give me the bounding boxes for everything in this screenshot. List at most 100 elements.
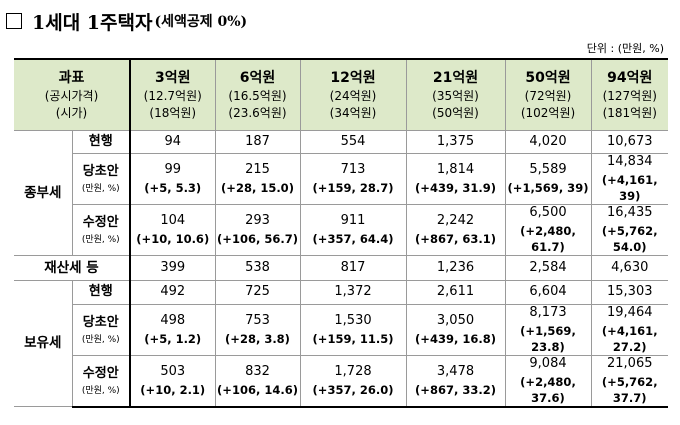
category-property-tax: 재산세 등	[14, 254, 131, 281]
table-cell: 14,834 (+4,161, 39)	[590, 152, 668, 205]
table-cell: 1,814 (+439, 31.9)	[405, 152, 506, 205]
table-cell: 19,464 (+4,161, 27.2)	[590, 303, 668, 356]
cell-change: (+28, 3.8)	[225, 331, 290, 346]
cell-value: 753	[245, 312, 270, 328]
row-label-text: 수정안	[82, 214, 119, 230]
header-label-taxbase: 과표	[58, 69, 85, 86]
cell-change: (+159, 11.5)	[312, 331, 394, 346]
table-cell: 1,530 (+159, 11.5)	[299, 303, 407, 356]
row-label-text: 당초안	[82, 314, 119, 330]
header-market: (34억원)	[329, 105, 377, 120]
row-label-current: 현행	[71, 129, 131, 154]
cell-value: 2,242	[436, 212, 475, 228]
table-cell: 2,584	[504, 254, 592, 281]
table-cell: 94	[129, 129, 216, 154]
header-taxbase: 12억원	[330, 69, 376, 86]
cell-change: (+106, 56.7)	[217, 231, 298, 246]
header-col: 3억원 (12.7억원) (18억원)	[129, 58, 216, 131]
cell-value: 8,173	[529, 304, 567, 320]
table-cell: 911 (+357, 64.4)	[299, 203, 407, 256]
header-taxbase: 50억원	[525, 69, 571, 86]
cell-value: 21,065	[607, 355, 653, 371]
table-cell: 492	[129, 279, 216, 305]
table-cell: 3,050 (+439, 16.8)	[405, 303, 506, 356]
row-label-unit: (만원, %)	[81, 183, 120, 194]
cell-value: 1,728	[334, 363, 372, 379]
table-row: 보유세 현행 492 725 1,372 2,611 6,604 15,303	[14, 279, 668, 407]
header-market: (181억원)	[602, 105, 657, 120]
cell-change: (+357, 26.0)	[312, 382, 394, 397]
header-col: 21억원 (35억원) (50억원)	[405, 58, 506, 131]
row-label-unit: (만원, %)	[81, 334, 120, 345]
cell-change: (+5, 1.2)	[144, 331, 202, 346]
table-cell: 1,728 (+357, 26.0)	[299, 354, 407, 408]
cell-change: (+28, 15.0)	[221, 180, 294, 195]
unit-label: 단위 : (만원, %)	[586, 42, 664, 55]
cell-change: (+159, 28.7)	[312, 180, 394, 195]
table-cell: 2,611	[405, 279, 506, 305]
cell-value: 3,478	[436, 363, 475, 379]
table-cell: 8,173 (+1,569, 23.8)	[504, 303, 592, 356]
table-cell: 4,020	[504, 129, 592, 154]
cell-value: 19,464	[607, 304, 653, 320]
title-sub: (세액공제 0%)	[154, 14, 248, 30]
cell-change: (+5, 5.3)	[144, 180, 202, 195]
cell-change: (+867, 33.2)	[415, 382, 496, 397]
row-label-text: 당초안	[82, 163, 119, 179]
row-label-text: 수정안	[82, 365, 119, 381]
header-official: (16.5억원)	[228, 88, 287, 103]
table-cell: 503 (+10, 2.1)	[129, 354, 216, 408]
header-market: (23.6억원)	[228, 105, 287, 120]
cell-value: 498	[160, 312, 186, 328]
header-label-market: (시가)	[55, 105, 88, 120]
header-market: (18억원)	[149, 105, 197, 120]
table-cell: 725	[214, 279, 301, 305]
cell-value: 16,435	[607, 204, 653, 220]
header-official: (12.7억원)	[143, 88, 202, 103]
row-label-current: 현행	[71, 279, 131, 305]
cell-change: (+4,161, 39)	[601, 172, 658, 203]
table-cell: 5,589 (+1,569, 39)	[504, 152, 592, 205]
cell-value: 911	[340, 212, 366, 228]
header-col: 12억원 (24억원) (34억원)	[299, 58, 407, 131]
table-cell: 538	[214, 254, 301, 281]
header-official: (127억원)	[602, 88, 657, 103]
row-label-original: 당초안 (만원, %)	[71, 303, 131, 356]
cell-value: 832	[245, 363, 270, 379]
row-label-revised: 수정안 (만원, %)	[71, 203, 131, 256]
row-label-unit: (만원, %)	[81, 385, 120, 396]
cell-value: 9,084	[529, 355, 567, 371]
table-cell: 832 (+106, 14.6)	[214, 354, 301, 408]
header-label-official: (공시가격)	[44, 88, 99, 103]
table-cell: 99 (+5, 5.3)	[129, 152, 216, 205]
table-row: 당초안 (만원, %) 498 (+5, 1.2) 753 (+28, 3.8) 1…	[14, 303, 668, 356]
table-cell: 399	[129, 254, 216, 281]
cell-change: (+357, 64.4)	[312, 231, 394, 246]
header-official: (24억원)	[329, 88, 377, 103]
header-col: 94억원 (127억원) (181억원)	[590, 58, 668, 131]
table-cell: 187	[214, 129, 301, 154]
header-row: 과표 (공시가격) (시가) 3억원 (12.7억원) (18억원) 6억원 (…	[14, 58, 668, 131]
header-taxbase: 21억원	[432, 69, 479, 86]
cell-change: (+439, 16.8)	[415, 331, 496, 346]
cell-value: 6,500	[529, 204, 567, 220]
table-cell: 1,375	[405, 129, 506, 154]
table-cell: 6,604	[504, 279, 592, 305]
table-cell: 753 (+28, 3.8)	[214, 303, 301, 356]
cell-value: 1,814	[436, 161, 475, 177]
table-row: 재산세 등 399 538 817 1,236 2,584 4,630	[14, 254, 668, 281]
cell-change: (+10, 10.6)	[136, 231, 210, 246]
table-cell: 3,478 (+867, 33.2)	[405, 354, 506, 408]
table-cell: 215 (+28, 15.0)	[214, 152, 301, 205]
square-outline-icon	[6, 13, 22, 29]
cell-change: (+2,480, 37.6)	[520, 374, 576, 405]
category-jongbu: 종부세	[14, 129, 73, 256]
cell-value: 215	[245, 161, 270, 177]
cell-change: (+1,569, 39)	[507, 180, 589, 195]
header-market: (102억원)	[520, 105, 576, 120]
cell-value: 713	[340, 161, 366, 177]
table-cell: 1,236	[405, 254, 506, 281]
cell-value: 3,050	[436, 312, 475, 328]
cell-change: (+10, 2.1)	[140, 382, 206, 397]
cell-value: 5,589	[529, 161, 567, 177]
